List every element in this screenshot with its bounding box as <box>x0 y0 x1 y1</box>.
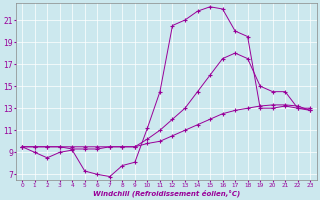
X-axis label: Windchill (Refroidissement éolien,°C): Windchill (Refroidissement éolien,°C) <box>92 189 240 197</box>
